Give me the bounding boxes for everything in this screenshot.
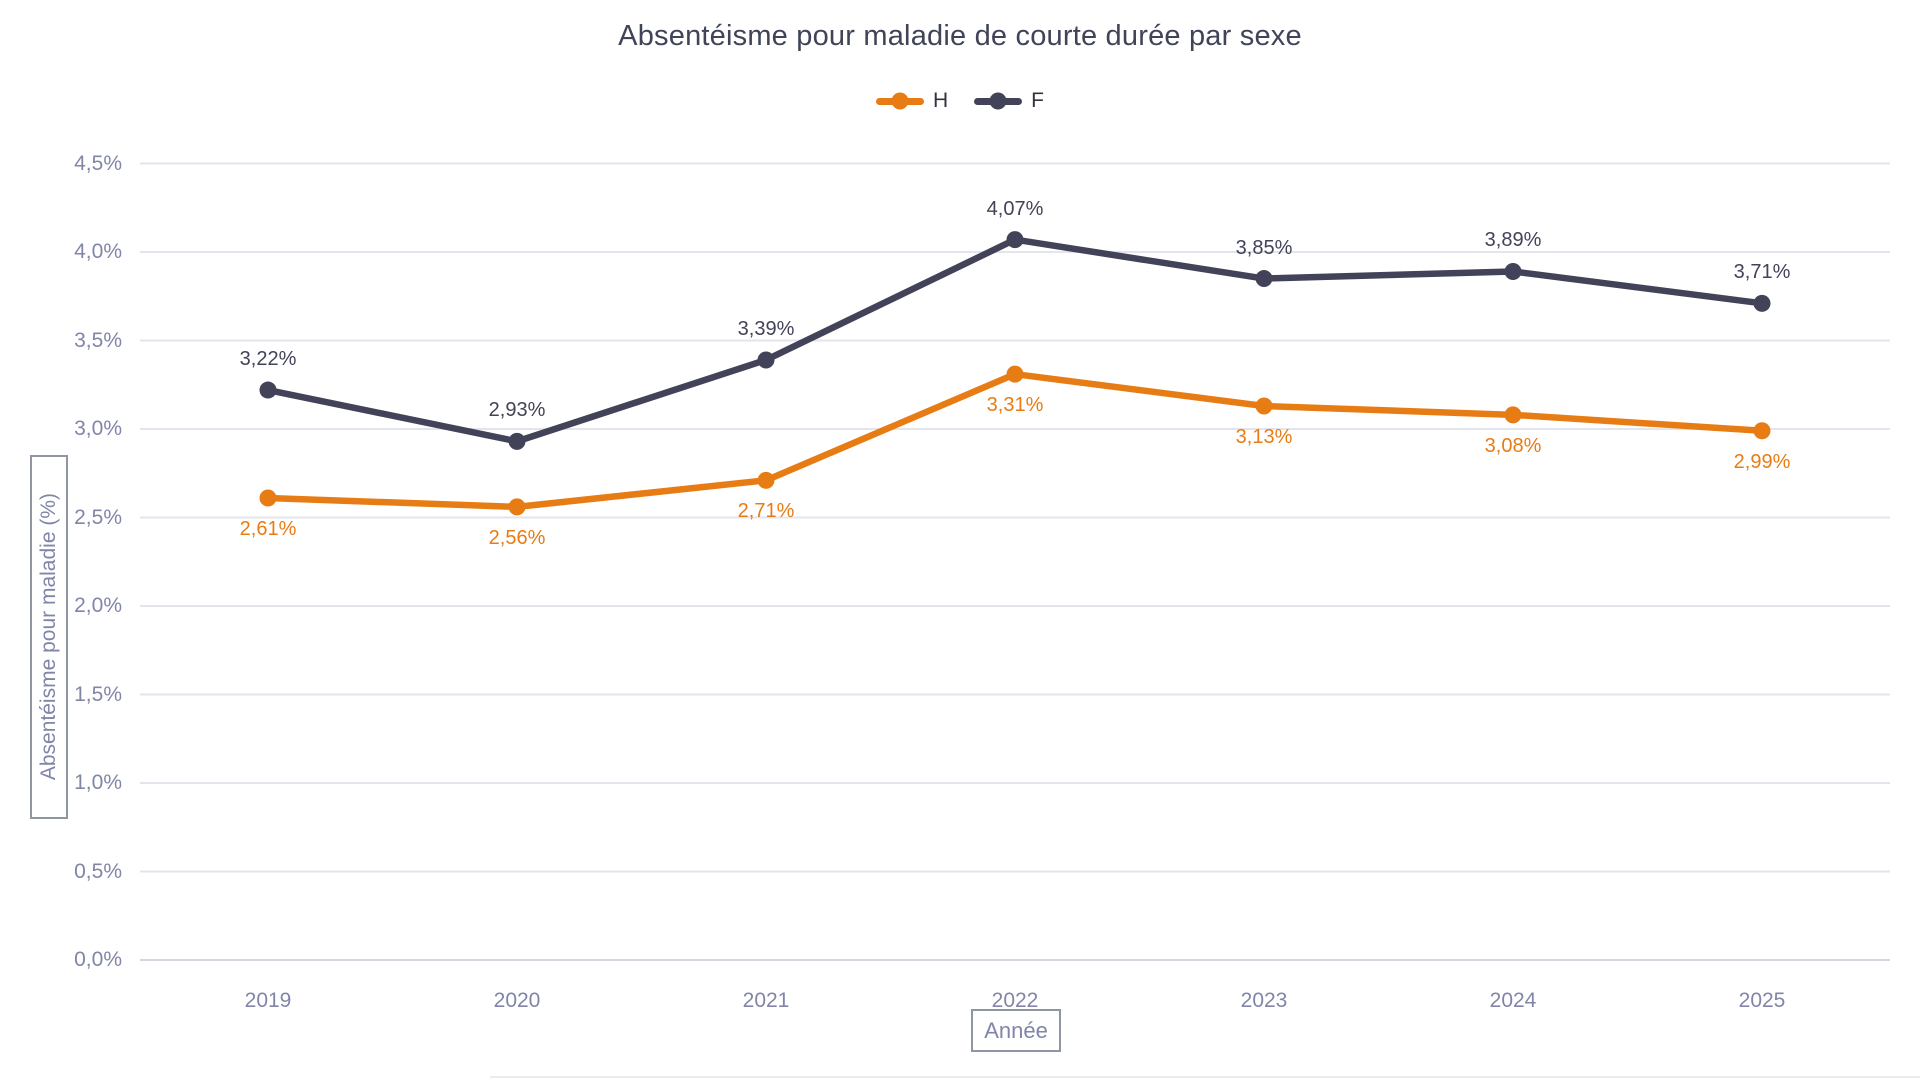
y-axis-title-box: Absentéisme pour maladie (%)	[30, 455, 68, 819]
marker-H-2025[interactable]	[1753, 422, 1771, 440]
x-tick-label: 2022	[991, 989, 1039, 1012]
data-label-F-2025: 3,71%	[1733, 261, 1791, 284]
x-tick-label: 2019	[244, 989, 292, 1012]
y-tick-label: 3,5%	[74, 328, 122, 352]
data-label-H-2024: 3,08%	[1484, 434, 1542, 457]
legend-item-f[interactable]: F	[974, 89, 1044, 113]
data-label-H-2021: 2,71%	[737, 500, 795, 523]
bottom-divider	[490, 1076, 1920, 1078]
data-label-H-2019: 2,61%	[239, 518, 297, 541]
y-tick-label: 2,5%	[74, 505, 122, 529]
marker-F-2021[interactable]	[757, 351, 775, 369]
legend-line-marker-icon-f	[974, 92, 1023, 110]
marker-F-2020[interactable]	[508, 432, 526, 450]
y-tick-label: 4,0%	[74, 240, 122, 263]
x-tick-label: 2021	[742, 989, 790, 1012]
x-tick-label: 2024	[1489, 989, 1537, 1012]
data-label-H-2022: 3,31%	[986, 394, 1044, 417]
data-label-F-2019: 3,22%	[239, 348, 297, 371]
data-label-F-2024: 3,89%	[1484, 229, 1542, 252]
legend: H F	[0, 86, 1920, 116]
marker-H-2020[interactable]	[508, 498, 526, 516]
y-tick-label: 0,0%	[74, 948, 122, 971]
marker-F-2022[interactable]	[1006, 231, 1024, 249]
data-label-H-2025: 2,99%	[1733, 450, 1791, 473]
marker-H-2023[interactable]	[1255, 397, 1273, 415]
marker-H-2024[interactable]	[1504, 406, 1522, 424]
x-tick-label: 2023	[1240, 989, 1288, 1012]
legend-item-h[interactable]: H	[876, 89, 948, 113]
marker-F-2025[interactable]	[1753, 294, 1771, 312]
y-tick-label: 0,5%	[74, 859, 122, 883]
data-label-F-2020: 2,93%	[488, 399, 546, 422]
data-label-H-2020: 2,56%	[488, 526, 546, 549]
y-tick-label: 1,5%	[74, 682, 122, 706]
chart-title: Absentéisme pour maladie de courte durée…	[618, 20, 1302, 52]
marker-H-2022[interactable]	[1006, 365, 1024, 383]
marker-H-2019[interactable]	[259, 489, 277, 507]
data-label-H-2023: 3,13%	[1235, 425, 1293, 448]
legend-label-h: H	[933, 89, 949, 112]
legend-line-marker-icon-h	[876, 92, 924, 110]
x-axis-title-box: Année	[971, 1009, 1061, 1052]
data-label-F-2021: 3,39%	[737, 317, 795, 340]
marker-F-2019[interactable]	[259, 381, 277, 399]
data-label-F-2023: 3,85%	[1235, 236, 1293, 259]
marker-F-2024[interactable]	[1504, 262, 1522, 280]
x-tick-label: 2025	[1738, 989, 1786, 1012]
marker-F-2023[interactable]	[1255, 270, 1273, 288]
y-tick-label: 2,0%	[74, 594, 122, 617]
y-tick-label: 1,0%	[74, 771, 122, 794]
x-axis-title: Année	[984, 1017, 1048, 1043]
x-tick-label: 2020	[493, 989, 541, 1012]
y-tick-label: 3,0%	[74, 417, 122, 440]
legend-label-f: F	[1031, 89, 1044, 112]
y-tick-label: 4,5%	[74, 151, 122, 175]
y-axis-title: Absentéisme pour maladie (%)	[37, 493, 60, 781]
data-label-F-2022: 4,07%	[986, 197, 1044, 220]
marker-H-2021[interactable]	[757, 471, 775, 489]
